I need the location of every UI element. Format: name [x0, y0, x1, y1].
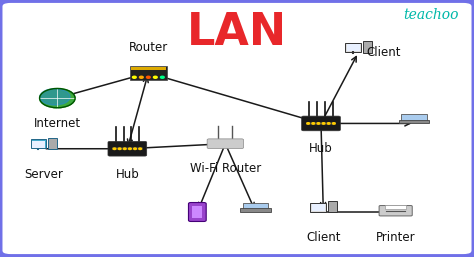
FancyBboxPatch shape — [306, 122, 336, 125]
Circle shape — [134, 148, 137, 150]
FancyBboxPatch shape — [401, 114, 427, 122]
Text: Router: Router — [129, 41, 168, 54]
FancyBboxPatch shape — [207, 139, 244, 149]
Text: Client: Client — [367, 46, 401, 59]
Circle shape — [322, 123, 325, 124]
FancyBboxPatch shape — [347, 44, 360, 51]
Text: Client: Client — [306, 231, 341, 244]
FancyBboxPatch shape — [363, 41, 372, 53]
FancyBboxPatch shape — [192, 206, 202, 218]
FancyBboxPatch shape — [385, 205, 406, 209]
FancyBboxPatch shape — [32, 141, 45, 148]
Circle shape — [328, 123, 330, 124]
FancyBboxPatch shape — [30, 139, 46, 148]
Circle shape — [128, 148, 131, 150]
FancyBboxPatch shape — [312, 204, 325, 211]
Text: Hub: Hub — [309, 142, 333, 155]
FancyBboxPatch shape — [130, 66, 167, 80]
Circle shape — [312, 123, 315, 124]
FancyBboxPatch shape — [112, 148, 143, 150]
FancyBboxPatch shape — [48, 137, 57, 149]
Text: Server: Server — [24, 168, 63, 181]
FancyBboxPatch shape — [243, 203, 268, 211]
Text: Printer: Printer — [376, 231, 416, 244]
Circle shape — [139, 148, 142, 150]
FancyBboxPatch shape — [108, 141, 146, 156]
FancyBboxPatch shape — [240, 208, 271, 212]
Circle shape — [161, 76, 164, 78]
Text: LAN: LAN — [187, 11, 287, 54]
Circle shape — [307, 123, 310, 124]
Circle shape — [146, 76, 150, 78]
Circle shape — [113, 148, 116, 150]
Circle shape — [40, 89, 70, 105]
FancyBboxPatch shape — [346, 43, 361, 52]
Text: teachoo: teachoo — [403, 8, 459, 22]
Circle shape — [40, 88, 75, 108]
Circle shape — [317, 123, 320, 124]
Circle shape — [123, 148, 126, 150]
FancyBboxPatch shape — [379, 206, 412, 216]
FancyBboxPatch shape — [189, 203, 206, 222]
Text: Internet: Internet — [34, 117, 81, 130]
FancyBboxPatch shape — [131, 67, 165, 70]
FancyBboxPatch shape — [399, 120, 429, 123]
Circle shape — [132, 76, 136, 78]
FancyBboxPatch shape — [301, 116, 340, 131]
FancyBboxPatch shape — [310, 203, 327, 212]
Text: Hub: Hub — [116, 168, 139, 181]
Text: Wi-Fi Router: Wi-Fi Router — [190, 162, 261, 176]
Circle shape — [139, 76, 143, 78]
Circle shape — [332, 123, 335, 124]
Circle shape — [118, 148, 121, 150]
FancyBboxPatch shape — [328, 201, 337, 212]
Circle shape — [154, 76, 157, 78]
